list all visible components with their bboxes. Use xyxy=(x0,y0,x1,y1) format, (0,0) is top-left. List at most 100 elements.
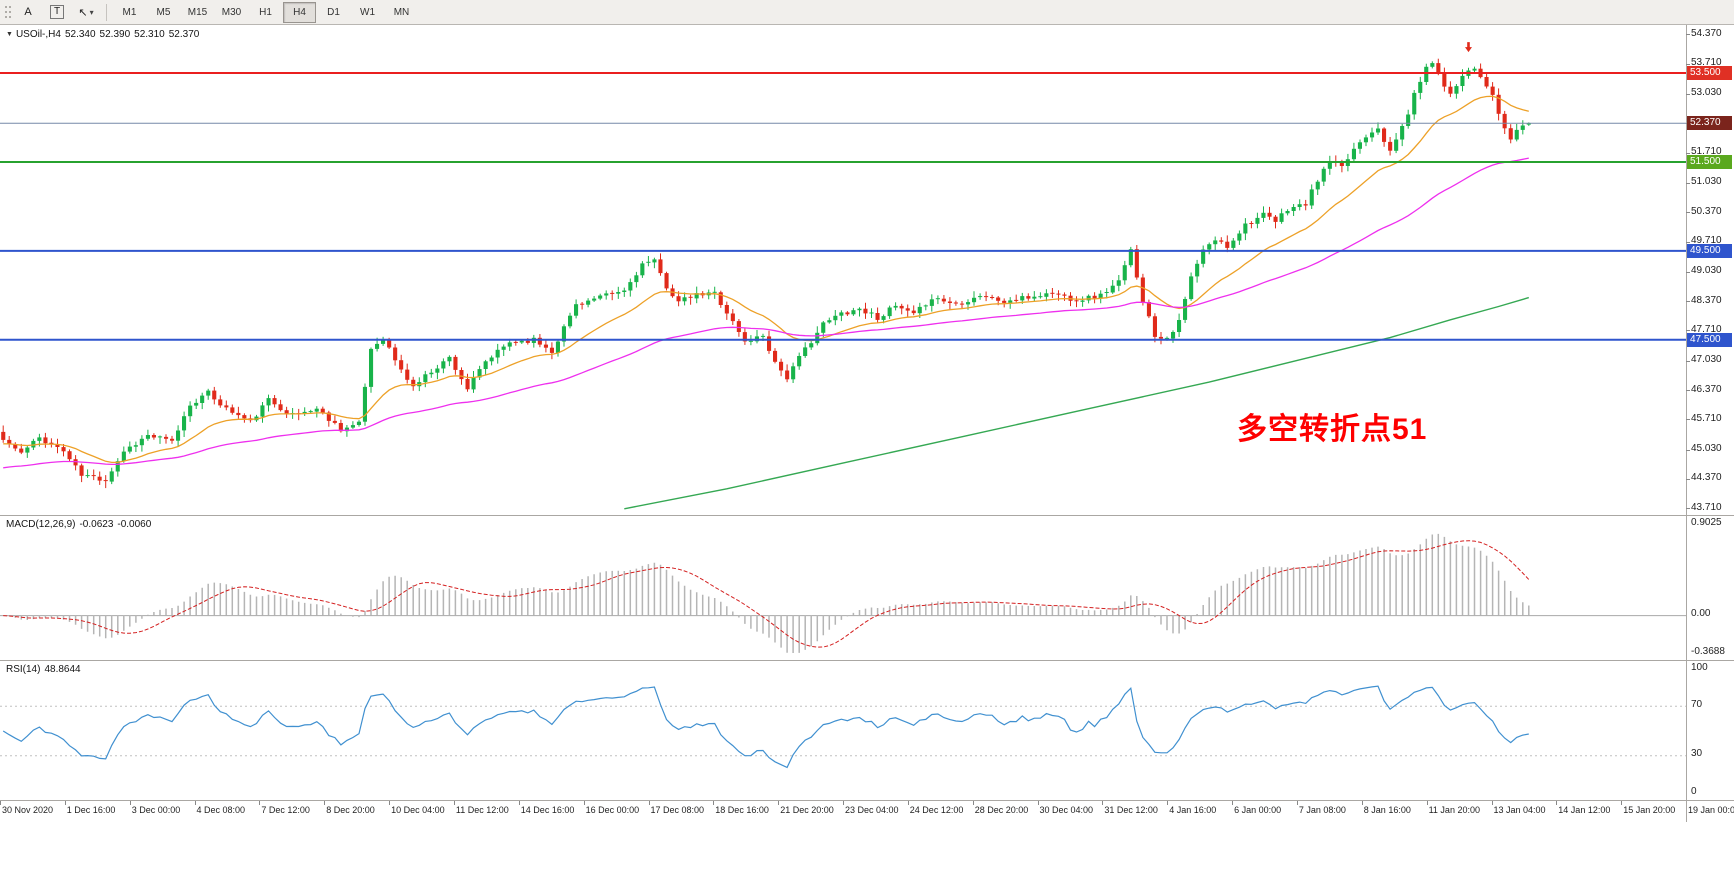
time-axis-tick xyxy=(1361,801,1363,805)
price-axis-label: 45.710 xyxy=(1691,412,1722,424)
price-axis-tick xyxy=(1686,508,1690,510)
cursor-tool-button[interactable]: ↖ ▾ xyxy=(72,1,100,23)
time-axis-label: 6 Jan 00:00 xyxy=(1234,805,1282,815)
time-axis-label: 24 Dec 12:00 xyxy=(909,805,964,815)
price-axis-label: 49.030 xyxy=(1691,265,1722,277)
macd-pane[interactable] xyxy=(0,515,1734,660)
grip-dots-icon xyxy=(5,6,11,18)
timeframe-button-mn[interactable]: MN xyxy=(393,6,410,18)
rsi-axis-label: 70 xyxy=(1691,698,1703,710)
price-axis-tick xyxy=(1686,182,1690,184)
price-axis-label: 54.370 xyxy=(1691,27,1722,39)
macd-axis-label: 0.9025 xyxy=(1691,516,1722,528)
price-axis-label: 47.710 xyxy=(1691,323,1722,335)
time-axis-tick xyxy=(843,801,844,805)
price-axis-tick xyxy=(1686,63,1690,65)
chart-annotation-text[interactable]: 多空转折点51 xyxy=(1237,413,1428,446)
price-axis-tick xyxy=(1686,34,1690,36)
rsi-plot[interactable] xyxy=(0,661,1734,800)
price-axis-tick xyxy=(1686,152,1690,154)
price-axis-label: 43.710 xyxy=(1691,501,1722,513)
time-axis-label: 17 Dec 08:00 xyxy=(650,805,705,815)
price-line-badge: 49.500 xyxy=(1687,243,1732,258)
price-axis-label: 51.030 xyxy=(1691,176,1722,188)
timeframe-button-h4[interactable]: H4 xyxy=(283,1,316,23)
time-axis[interactable]: 30 Nov 2020 1 Dec 16:00 3 Dec 00:00 4 Dec 0… xyxy=(0,800,1734,822)
price-axis-label: 48.370 xyxy=(1691,294,1722,306)
font-tool-button[interactable]: A xyxy=(14,1,42,23)
macd-main-value: -0.0623 xyxy=(79,519,114,530)
time-axis-label: 8 Jan 16:00 xyxy=(1363,805,1411,815)
time-axis-label: 3 Dec 00:00 xyxy=(131,805,181,815)
price-axis-tick xyxy=(1686,271,1690,273)
time-axis-label: 19 Jan 00:00 xyxy=(1688,805,1734,815)
time-axis-label: 7 Dec 12:00 xyxy=(261,805,310,815)
toolbar-grip[interactable] xyxy=(3,3,13,21)
time-axis-tick xyxy=(324,801,326,805)
timeframe-button-m15[interactable]: M15 xyxy=(187,6,208,18)
macd-axis-label: 0.00 xyxy=(1691,608,1711,620)
price-axis-label: 44.370 xyxy=(1691,472,1722,484)
price-line-badge: 47.500 xyxy=(1687,332,1732,347)
timeframe-button-m1[interactable]: M1 xyxy=(122,6,137,18)
time-axis-tick xyxy=(778,801,780,805)
time-axis-tick xyxy=(1037,801,1039,805)
candlestick-chart[interactable] xyxy=(0,25,1734,515)
ohlc-low: 52.310 xyxy=(134,29,165,40)
price-axis-tick xyxy=(1686,93,1690,95)
time-axis-tick xyxy=(453,801,455,805)
time-axis-tick xyxy=(1232,801,1234,805)
symbol-label: USOil-,H4 xyxy=(15,29,61,40)
rsi-axis-label: 30 xyxy=(1691,748,1703,760)
time-axis-tick xyxy=(972,801,974,805)
time-axis-label: 7 Jan 08:00 xyxy=(1298,805,1346,815)
time-axis-tick xyxy=(1102,801,1104,805)
time-axis-tick xyxy=(259,801,261,805)
rsi-axis-label: 0 xyxy=(1691,785,1697,797)
time-axis-tick xyxy=(648,801,650,805)
time-axis-tick xyxy=(64,801,66,805)
timeframe-button-group: M1 M5 M15 M30 H1 H4 D1 W1 MN xyxy=(113,1,418,23)
timeframe-button-h1[interactable]: H1 xyxy=(259,6,272,18)
time-axis-label: 30 Dec 04:00 xyxy=(1039,805,1094,815)
macd-plot[interactable] xyxy=(0,516,1734,660)
text-label-tool-button[interactable]: T xyxy=(43,1,71,23)
price-axis-label: 51.710 xyxy=(1691,146,1722,158)
price-line-badge: 52.370 xyxy=(1687,116,1732,131)
price-line-badge: 53.500 xyxy=(1687,66,1732,81)
time-axis-label: 15 Jan 20:00 xyxy=(1623,805,1676,815)
price-axis-tick xyxy=(1686,241,1690,243)
time-axis-tick xyxy=(1167,801,1169,805)
price-axis-tick xyxy=(1686,330,1690,332)
time-axis-tick xyxy=(1556,801,1558,805)
timeframe-button-d1[interactable]: D1 xyxy=(327,6,340,18)
price-axis-tick xyxy=(1686,449,1690,451)
price-axis-tick xyxy=(1686,301,1690,303)
symbol-dropdown-icon[interactable]: ▼ xyxy=(6,31,13,38)
time-axis-tick xyxy=(0,801,1,805)
rsi-readout: RSI(14) 48.8644 xyxy=(6,664,85,675)
timeframe-button-m5[interactable]: M5 xyxy=(156,6,171,18)
price-axis-tick xyxy=(1686,360,1690,362)
time-axis-tick xyxy=(129,801,131,805)
macd-label: MACD(12,26,9) xyxy=(6,519,76,530)
time-axis-label: 21 Dec 20:00 xyxy=(780,805,834,815)
main-chart-pane[interactable] xyxy=(0,25,1734,515)
time-axis-tick xyxy=(583,801,585,805)
macd-axis-label: -0.3688 xyxy=(1691,645,1725,657)
rsi-pane[interactable] xyxy=(0,660,1734,800)
price-axis-label: 47.030 xyxy=(1691,354,1722,366)
time-axis-label: 16 Dec 00:00 xyxy=(585,805,640,815)
macd-readout: MACD(12,26,9) -0.0623 -0.0060 xyxy=(6,519,155,530)
time-axis-tick xyxy=(713,801,715,805)
cursor-icon: ↖ xyxy=(78,6,88,19)
font-tool-label: A xyxy=(24,6,32,18)
timeframe-button-m30[interactable]: M30 xyxy=(221,6,242,18)
price-axis-label: 45.030 xyxy=(1691,443,1722,455)
toolbar-separator xyxy=(106,3,107,21)
timeframe-button-w1[interactable]: W1 xyxy=(360,6,375,18)
price-axis-tick xyxy=(1686,478,1690,480)
toolbar: A T ↖ ▾ M1 M5 M15 M30 H1 H4 D1 W1 MN xyxy=(0,0,1734,25)
text-tool-label: T xyxy=(49,5,65,19)
